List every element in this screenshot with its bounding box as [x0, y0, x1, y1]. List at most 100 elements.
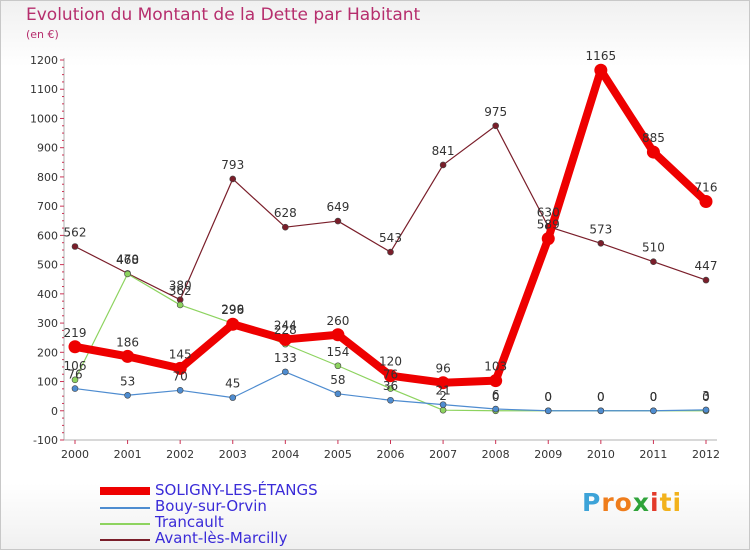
data-label: 1165	[586, 49, 617, 63]
data-point	[387, 396, 394, 404]
data-point	[544, 407, 552, 415]
legend-label: Trancault	[155, 513, 224, 531]
x-tick-label: 2002	[166, 448, 194, 461]
data-label: 0	[650, 390, 658, 404]
data-label: 21	[435, 384, 450, 398]
data-label: 2	[439, 389, 447, 403]
y-tick-label: 400	[37, 288, 58, 301]
data-label: 106	[64, 359, 87, 373]
data-label: 58	[330, 373, 345, 387]
data-point	[492, 122, 499, 130]
data-label: 468	[116, 253, 139, 267]
data-label: 154	[326, 345, 349, 359]
data-label: 0	[597, 390, 605, 404]
data-label: 186	[116, 335, 139, 349]
y-tick-label: 300	[37, 317, 58, 330]
data-point	[226, 317, 240, 331]
data-point	[699, 194, 713, 208]
y-tick-label: 200	[37, 346, 58, 359]
data-point	[541, 232, 555, 246]
data-label: 36	[383, 379, 398, 393]
data-label: 841	[432, 144, 455, 158]
data-point	[387, 248, 394, 256]
data-point	[439, 401, 447, 408]
data-label: 573	[589, 222, 612, 236]
data-point	[594, 63, 608, 77]
data-label: 628	[274, 206, 297, 220]
data-point	[176, 387, 184, 394]
data-point	[492, 405, 499, 413]
data-label: 470	[116, 252, 139, 266]
data-point	[176, 301, 184, 309]
y-tick-label: 1100	[30, 83, 58, 96]
data-label: 362	[169, 284, 192, 298]
data-point	[173, 361, 187, 375]
chart-subtitle: (en €)	[26, 28, 59, 41]
data-label: 103	[484, 360, 507, 374]
series-line	[74, 125, 707, 301]
data-label: 0	[597, 390, 605, 404]
data-label: 3	[702, 389, 710, 403]
data-point	[650, 258, 657, 265]
data-point	[282, 223, 289, 231]
data-point	[334, 362, 342, 370]
x-tick-label: 2011	[639, 448, 667, 461]
data-point	[702, 276, 710, 284]
data-point	[278, 332, 292, 346]
y-tick-label: 500	[37, 259, 58, 272]
x-tick-label: 2006	[377, 448, 405, 461]
legend-swatch	[100, 539, 150, 541]
data-label: 0	[650, 390, 658, 404]
data-point	[71, 243, 79, 250]
x-tick-label: 2005	[324, 448, 352, 461]
data-label: 630	[537, 206, 560, 220]
data-point	[229, 175, 237, 183]
data-label: 76	[67, 368, 82, 382]
data-label: 76	[383, 368, 398, 382]
data-point	[71, 376, 79, 384]
data-label: 0	[544, 390, 552, 404]
legend-label: Avant-lès-Marcilly	[155, 529, 288, 547]
data-label: 53	[120, 374, 135, 388]
data-point	[384, 369, 397, 383]
data-label: 543	[379, 231, 402, 245]
x-tick-label: 2000	[61, 448, 89, 461]
legend-label: Bouy-sur-Orvin	[155, 497, 267, 515]
x-tick-label: 2008	[482, 448, 510, 461]
y-tick-label: 700	[37, 200, 58, 213]
data-label: 145	[169, 347, 192, 361]
x-tick-label: 2010	[587, 448, 615, 461]
chart-title: Evolution du Montant de la Dette par Hab…	[26, 5, 421, 25]
y-tick-label: 100	[37, 376, 58, 389]
legend-swatch	[100, 507, 150, 509]
x-tick-label: 2004	[271, 448, 299, 461]
data-point	[334, 217, 342, 225]
data-label: 6	[492, 388, 500, 402]
data-point	[229, 394, 237, 401]
data-label: 244	[274, 318, 297, 332]
data-label: 228	[274, 323, 297, 337]
data-label: 296	[221, 303, 244, 317]
data-label: 219	[64, 326, 87, 340]
data-label: 716	[695, 180, 718, 194]
legend-swatch	[100, 523, 150, 525]
data-label: 649	[326, 200, 349, 214]
y-tick-label: 900	[37, 142, 58, 155]
x-tick-label: 2012	[692, 448, 720, 461]
data-point	[650, 407, 657, 415]
data-label: 975	[484, 105, 507, 119]
data-label: 562	[64, 225, 87, 239]
data-label: 96	[435, 362, 450, 376]
data-point	[68, 340, 82, 354]
data-label: 70	[173, 369, 188, 383]
data-label: 0	[544, 390, 552, 404]
data-point	[121, 349, 135, 363]
y-tick-label: 600	[37, 229, 58, 242]
x-tick-label: 2007	[429, 448, 457, 461]
data-point	[439, 161, 447, 169]
x-tick-label: 2003	[219, 448, 247, 461]
data-point	[331, 328, 345, 342]
legend-swatch	[100, 487, 150, 495]
data-label: 120	[379, 355, 402, 369]
